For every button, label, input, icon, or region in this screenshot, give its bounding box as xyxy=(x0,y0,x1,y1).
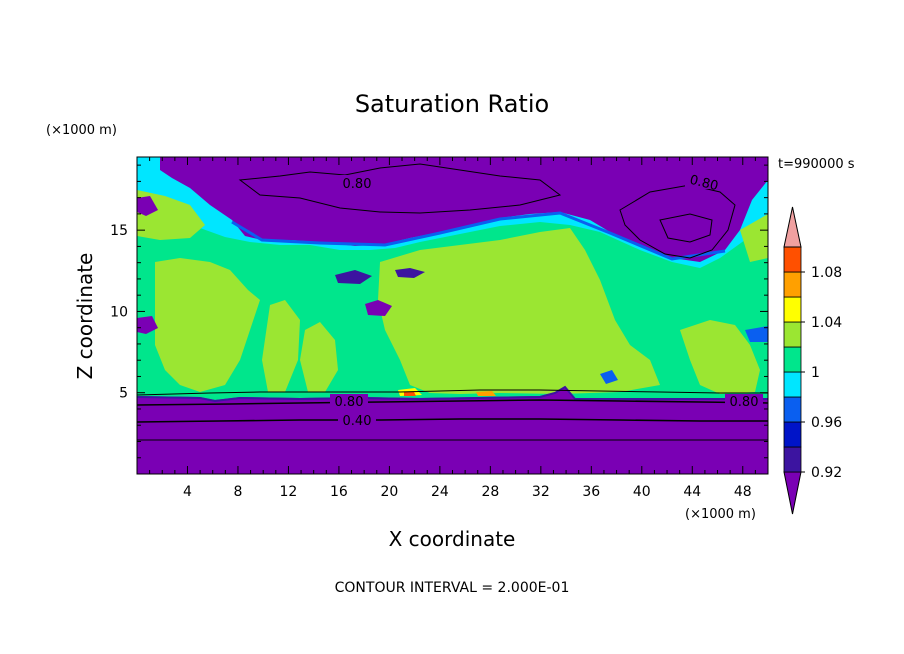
x-tick-label: 8 xyxy=(233,484,242,500)
x-tick-label: 24 xyxy=(431,484,449,500)
contour-label-bg-3 xyxy=(330,394,368,408)
colorbar-tick-label: 0.92 xyxy=(811,465,842,481)
contour-low-2 xyxy=(137,418,768,423)
dry-blob-4 xyxy=(395,268,425,278)
contour-label-bg-1 xyxy=(338,175,376,190)
right-light-green-region xyxy=(680,320,760,394)
colorbar-tick-label: 1 xyxy=(811,365,820,381)
contour-labels: 0.80 0.80 0.80 0.40 0.80 xyxy=(335,173,759,429)
x-tick-label: 48 xyxy=(734,484,752,500)
dry-blob-1 xyxy=(335,270,372,284)
contour-mid xyxy=(137,389,768,396)
x-tick-label: 36 xyxy=(582,484,600,500)
colorbar-band xyxy=(783,246,802,273)
lower-dry-edge xyxy=(137,385,768,403)
colorbar-band xyxy=(783,271,802,298)
dry-blob-5 xyxy=(745,326,768,342)
lower-dry-layer xyxy=(137,386,768,474)
supersat-spot-3 xyxy=(476,391,496,396)
center-light-green-region xyxy=(378,228,660,394)
contour-label-bg-4 xyxy=(338,413,376,427)
colorbar-band xyxy=(783,396,802,423)
colorbar-band xyxy=(783,296,802,323)
y-axis-label: Z coordinate xyxy=(73,253,97,380)
colorbar-tick-label: 0.96 xyxy=(811,415,842,431)
y-tick-label: 10 xyxy=(110,304,128,320)
contour-label: 0.80 xyxy=(343,177,372,192)
chart-title: Saturation Ratio xyxy=(355,90,549,118)
contour-label: 0.80 xyxy=(688,173,720,195)
colorbar-tick-label: 1.08 xyxy=(811,265,842,281)
colorbar-band xyxy=(783,321,802,348)
saturation-field xyxy=(137,157,768,474)
contour-upper-left xyxy=(238,163,562,214)
dry-blob-3 xyxy=(137,316,158,334)
contour-label: 0.80 xyxy=(730,395,759,410)
x-tick-label: 32 xyxy=(532,484,550,500)
left-light-green-plume xyxy=(262,300,300,392)
x-tick-label: 28 xyxy=(481,484,499,500)
contour-interval-footer: CONTOUR INTERVAL = 2.000E-01 xyxy=(335,580,570,596)
x-tick-label: 20 xyxy=(380,484,398,500)
colorbar: 1.08 1.04 1 0.96 0.92 xyxy=(783,206,842,515)
x-tick-label: 40 xyxy=(633,484,651,500)
supersat-spot-2 xyxy=(404,392,416,396)
mid-light-green-region xyxy=(155,258,260,392)
upper-right-light-green xyxy=(740,214,768,262)
contour-label-bg-2 xyxy=(685,174,723,189)
upper-left-dry-tongue xyxy=(137,196,158,216)
moist-blob xyxy=(600,370,618,384)
x-tick-label: 12 xyxy=(280,484,298,500)
x-axis-label: X coordinate xyxy=(389,527,516,551)
x-tick-label: 4 xyxy=(183,484,192,500)
upper-dry-layer xyxy=(160,157,768,262)
contour-upper-right-inner xyxy=(659,213,713,243)
contour-lines xyxy=(137,163,768,441)
colorbar-band xyxy=(783,371,802,398)
y-unit-label: (×1000 m) xyxy=(46,123,117,138)
contour-low-1 xyxy=(137,399,768,406)
upper-light-green-patch xyxy=(137,190,205,240)
colorbar-band xyxy=(783,346,802,373)
x-unit-label: (×1000 m) xyxy=(685,507,756,522)
dry-blob-2 xyxy=(365,300,392,316)
upper-dry-blue-edge xyxy=(231,211,726,261)
contour-label: 0.40 xyxy=(343,414,372,429)
x-tick-label: 16 xyxy=(330,484,348,500)
colorbar-band xyxy=(783,446,802,473)
colorbar-under-triangle xyxy=(783,471,802,515)
x-tick-label: 44 xyxy=(683,484,701,500)
y-axis: 5 10 15 xyxy=(110,164,768,459)
colorbar-band xyxy=(783,421,802,448)
x-axis: 4 8 12 16 20 24 28 32 36 40 44 48 xyxy=(149,157,756,500)
mid-light-green-plume xyxy=(300,322,338,392)
time-label: t=990000 s xyxy=(778,157,855,172)
contour-label: 0.80 xyxy=(335,395,364,410)
colorbar-over-triangle xyxy=(783,206,802,248)
y-tick-label: 5 xyxy=(119,386,128,402)
contour-label-bg-5 xyxy=(725,394,763,408)
colorbar-tick-label: 1.04 xyxy=(811,315,842,331)
contour-upper-right xyxy=(619,184,736,259)
y-tick-label: 15 xyxy=(110,223,128,239)
